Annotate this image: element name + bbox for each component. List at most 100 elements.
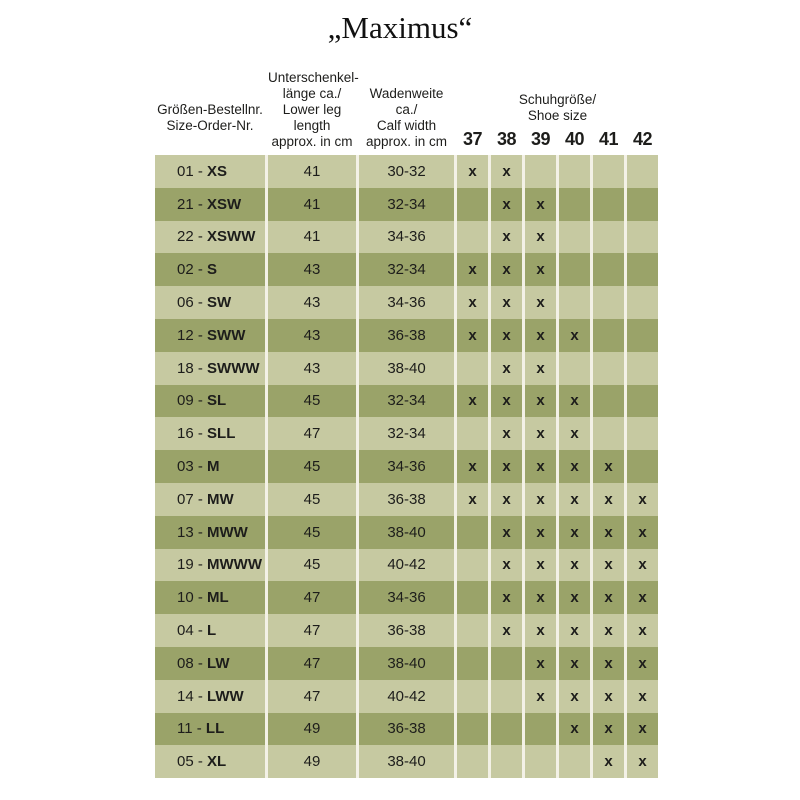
table-row: 19 - MWWW 45 40-42 x x x x x xyxy=(155,548,658,582)
size-order-cell: 12 - SWW xyxy=(155,318,265,352)
calf-width-cell: 34-36 xyxy=(359,581,454,615)
order-number: 03 xyxy=(177,458,194,476)
size-order-cell: 05 - XL xyxy=(155,745,265,779)
column-header-size-order-nr: Größen-Bestellnr. Size-Order-Nr. xyxy=(155,102,265,150)
shoe-size-mark-39 xyxy=(525,712,556,746)
shoe-size-mark-40: x xyxy=(559,679,590,713)
table-header: Größen-Bestellnr. Size-Order-Nr. Untersc… xyxy=(155,60,658,155)
shoe-size-mark-41 xyxy=(593,187,624,221)
calf-width-cell: 32-34 xyxy=(359,187,454,221)
size-code: XSW xyxy=(207,195,242,213)
shoe-size-col-header-39: 39 xyxy=(530,129,551,149)
shoe-size-mark-40 xyxy=(559,155,590,188)
shoe-size-mark-40 xyxy=(559,745,590,779)
order-number: 09 xyxy=(177,392,194,410)
shoe-size-mark-37: x xyxy=(457,482,488,516)
header-line: Schuhgröße/ xyxy=(518,92,597,107)
table-row: 16 - SLL 47 32-34 x x x xyxy=(155,417,658,451)
order-number: 02 xyxy=(177,261,194,279)
shoe-size-mark-38: x xyxy=(491,548,522,582)
size-order-cell: 21 - XSW xyxy=(155,187,265,221)
shoe-size-mark-39: x xyxy=(525,515,556,549)
size-order-cell: 13 - MWW xyxy=(155,515,265,549)
table-row: 09 - SL 45 32-34 x x x x xyxy=(155,384,658,418)
shoe-size-mark-41: x xyxy=(593,515,624,549)
size-order-cell: 22 - XSWW xyxy=(155,220,265,254)
shoe-size-mark-41 xyxy=(593,318,624,352)
shoe-size-mark-38: x xyxy=(491,482,522,516)
shoe-size-col-header-40: 40 xyxy=(564,129,585,149)
shoe-size-mark-41: x xyxy=(593,745,624,779)
shoe-size-mark-42 xyxy=(627,450,658,483)
shoe-size-mark-37: x xyxy=(457,384,488,418)
label-separator: - xyxy=(193,490,208,508)
shoe-size-mark-39: x xyxy=(525,482,556,516)
shoe-size-mark-40: x xyxy=(559,614,590,647)
calf-width-cell: 32-34 xyxy=(359,384,454,418)
shoe-size-mark-40 xyxy=(559,253,590,287)
shoe-size-mark-38: x xyxy=(491,417,522,451)
shoe-size-mark-39: x xyxy=(525,286,556,319)
table-row: 07 - MW 45 36-38 x x x x x x xyxy=(155,482,658,516)
size-code: LL xyxy=(205,720,225,738)
size-order-cell: 08 - LW xyxy=(155,646,265,680)
shoe-size-mark-37 xyxy=(457,417,488,451)
label-separator: - xyxy=(193,162,208,180)
size-order-cell: 06 - SW xyxy=(155,286,265,319)
shoe-size-mark-42: x xyxy=(627,515,658,549)
size-code: SLL xyxy=(207,425,236,443)
label-separator: - xyxy=(192,720,206,738)
label-separator: - xyxy=(193,556,208,574)
shoe-size-mark-37 xyxy=(457,187,488,221)
shoe-size-mark-37: x xyxy=(457,155,488,188)
shoe-size-mark-42 xyxy=(627,220,658,254)
calf-width-cell: 38-40 xyxy=(359,515,454,549)
calf-width-cell: 36-38 xyxy=(359,614,454,647)
header-line: Wadenweite ca./ xyxy=(369,86,444,117)
calf-width-cell: 36-38 xyxy=(359,318,454,352)
label-separator: - xyxy=(193,589,208,607)
shoe-size-mark-40 xyxy=(559,187,590,221)
size-order-cell: 04 - L xyxy=(155,614,265,647)
shoe-size-mark-40: x xyxy=(559,548,590,582)
size-code: XS xyxy=(207,162,228,180)
header-line: Size-Order-Nr. xyxy=(166,118,254,133)
leg-length-cell: 45 xyxy=(268,482,356,516)
shoe-size-mark-42 xyxy=(627,384,658,418)
shoe-size-mark-40: x xyxy=(559,450,590,483)
size-order-cell: 14 - LWW xyxy=(155,679,265,713)
table-row: 03 - M 45 34-36 x x x x x xyxy=(155,450,658,483)
size-code: M xyxy=(207,458,220,476)
order-number: 06 xyxy=(177,294,194,312)
size-order-cell: 16 - SLL xyxy=(155,417,265,451)
order-number: 01 xyxy=(177,162,194,180)
size-order-cell: 03 - M xyxy=(155,450,265,483)
calf-width-cell: 34-36 xyxy=(359,220,454,254)
leg-length-cell: 43 xyxy=(268,253,356,287)
header-line: Lower leg length xyxy=(282,102,342,133)
order-number: 22 xyxy=(177,228,194,246)
shoe-size-mark-39: x xyxy=(525,384,556,418)
shoe-size-col-header-42: 42 xyxy=(632,129,653,149)
shoe-size-mark-38: x xyxy=(491,286,522,319)
column-header-shoe-size: Schuhgröße/ Shoe size xyxy=(519,92,596,124)
shoe-size-mark-38: x xyxy=(491,614,522,647)
shoe-size-mark-41 xyxy=(593,286,624,319)
calf-width-cell: 38-40 xyxy=(359,646,454,680)
calf-width-cell: 40-42 xyxy=(359,548,454,582)
shoe-size-mark-37 xyxy=(457,614,488,647)
shoe-size-mark-39: x xyxy=(525,679,556,713)
label-separator: - xyxy=(193,261,208,279)
shoe-size-mark-38: x xyxy=(491,351,522,385)
shoe-size-mark-40: x xyxy=(559,646,590,680)
leg-length-cell: 47 xyxy=(268,646,356,680)
table-row: 22 - XSWW 41 34-36 x x xyxy=(155,220,658,254)
leg-length-cell: 43 xyxy=(268,351,356,385)
shoe-size-mark-42: x xyxy=(627,581,658,615)
size-order-cell: 02 - S xyxy=(155,253,265,287)
calf-width-cell: 36-38 xyxy=(359,712,454,746)
label-separator: - xyxy=(193,326,208,344)
calf-width-cell: 32-34 xyxy=(359,417,454,451)
shoe-size-mark-42 xyxy=(627,187,658,221)
